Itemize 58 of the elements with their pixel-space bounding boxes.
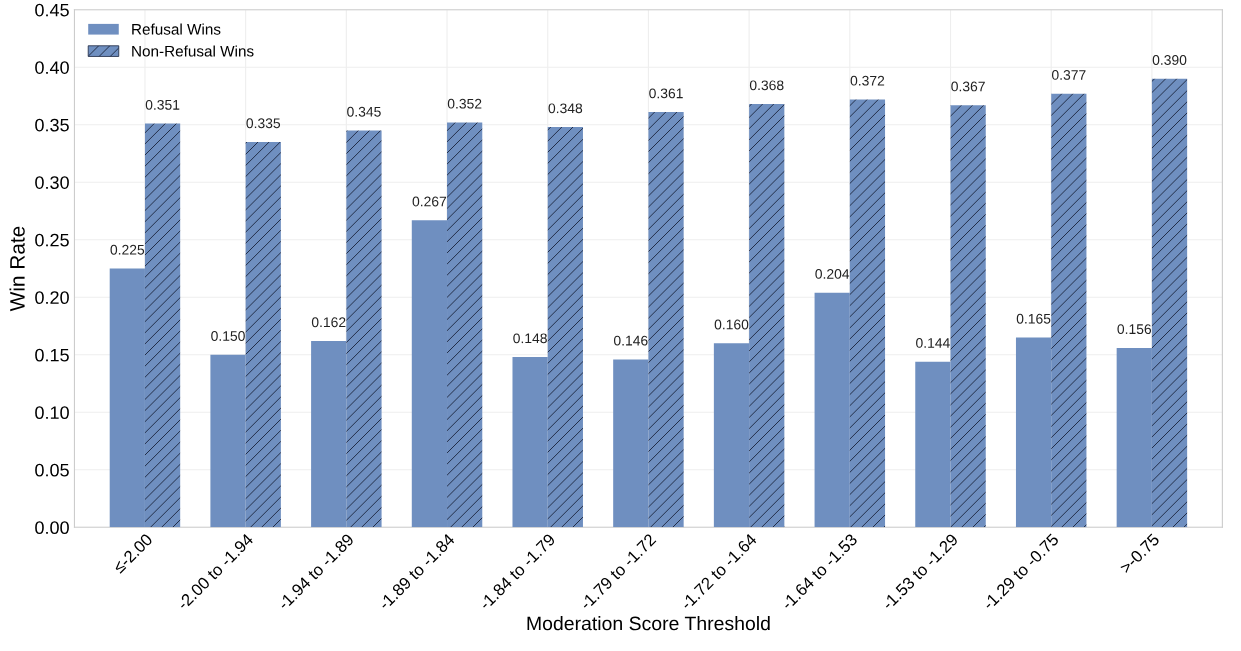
bar bbox=[1151, 78, 1188, 528]
bar bbox=[950, 105, 986, 528]
data-label: 0.225 bbox=[110, 244, 145, 255]
y-tick-label: 0.35 bbox=[35, 118, 69, 132]
y-tick-label: 0.25 bbox=[35, 233, 69, 247]
y-tick-label: 0.15 bbox=[35, 348, 69, 362]
y-axis-title: Win Rate bbox=[9, 226, 25, 312]
y-tick-label: 0.40 bbox=[35, 61, 69, 74]
data-label: 0.377 bbox=[1051, 70, 1086, 80]
x-axis-title: Moderation Score Threshold bbox=[527, 616, 770, 631]
bar bbox=[849, 99, 886, 528]
data-label: 0.368 bbox=[749, 80, 784, 91]
legend-label: Non-Refusal Wins bbox=[132, 45, 254, 57]
bar bbox=[411, 220, 448, 528]
data-label: 0.390 bbox=[1152, 55, 1187, 65]
bar bbox=[749, 104, 785, 528]
bar bbox=[1015, 337, 1052, 528]
bar bbox=[613, 359, 649, 528]
data-label: 0.160 bbox=[714, 319, 749, 330]
bar bbox=[346, 130, 382, 528]
data-label: 0.361 bbox=[649, 88, 683, 99]
data-label: 0.367 bbox=[951, 81, 985, 92]
data-label: 0.348 bbox=[548, 103, 583, 114]
y-tick-label: 0.45 bbox=[35, 3, 69, 17]
data-label: 0.345 bbox=[347, 106, 381, 117]
bar bbox=[814, 292, 850, 528]
bar bbox=[713, 343, 750, 528]
data-label: 0.162 bbox=[311, 317, 346, 328]
y-tick-label: 0.30 bbox=[35, 176, 69, 189]
bar bbox=[547, 127, 583, 528]
data-label: 0.352 bbox=[447, 98, 482, 109]
bar bbox=[210, 354, 246, 528]
data-label: 0.372 bbox=[850, 75, 885, 86]
y-tick-label: 0.10 bbox=[35, 406, 69, 420]
data-label: 0.351 bbox=[145, 99, 180, 110]
y-tick-label: 0.20 bbox=[35, 291, 69, 305]
y-tick-label: 0.05 bbox=[35, 463, 69, 477]
data-label: 0.165 bbox=[1016, 313, 1051, 324]
bar bbox=[915, 361, 951, 528]
legend-label: Refusal Wins bbox=[132, 23, 221, 35]
bar bbox=[447, 122, 483, 528]
bar bbox=[311, 340, 347, 528]
bar bbox=[1116, 347, 1152, 528]
data-label: 0.204 bbox=[815, 269, 850, 279]
bar bbox=[1051, 93, 1087, 528]
bar bbox=[245, 142, 281, 528]
data-label: 0.144 bbox=[916, 338, 950, 348]
bar bbox=[512, 357, 548, 528]
data-label: 0.156 bbox=[1117, 324, 1152, 335]
data-label: 0.267 bbox=[412, 196, 447, 207]
data-label: 0.150 bbox=[211, 331, 245, 341]
y-tick-label: 0.00 bbox=[35, 521, 69, 535]
data-label: 0.335 bbox=[246, 118, 281, 129]
data-label: 0.148 bbox=[513, 333, 547, 344]
bar bbox=[109, 268, 145, 528]
bar bbox=[648, 112, 684, 528]
bar bbox=[144, 123, 181, 528]
data-label: 0.146 bbox=[613, 335, 648, 346]
